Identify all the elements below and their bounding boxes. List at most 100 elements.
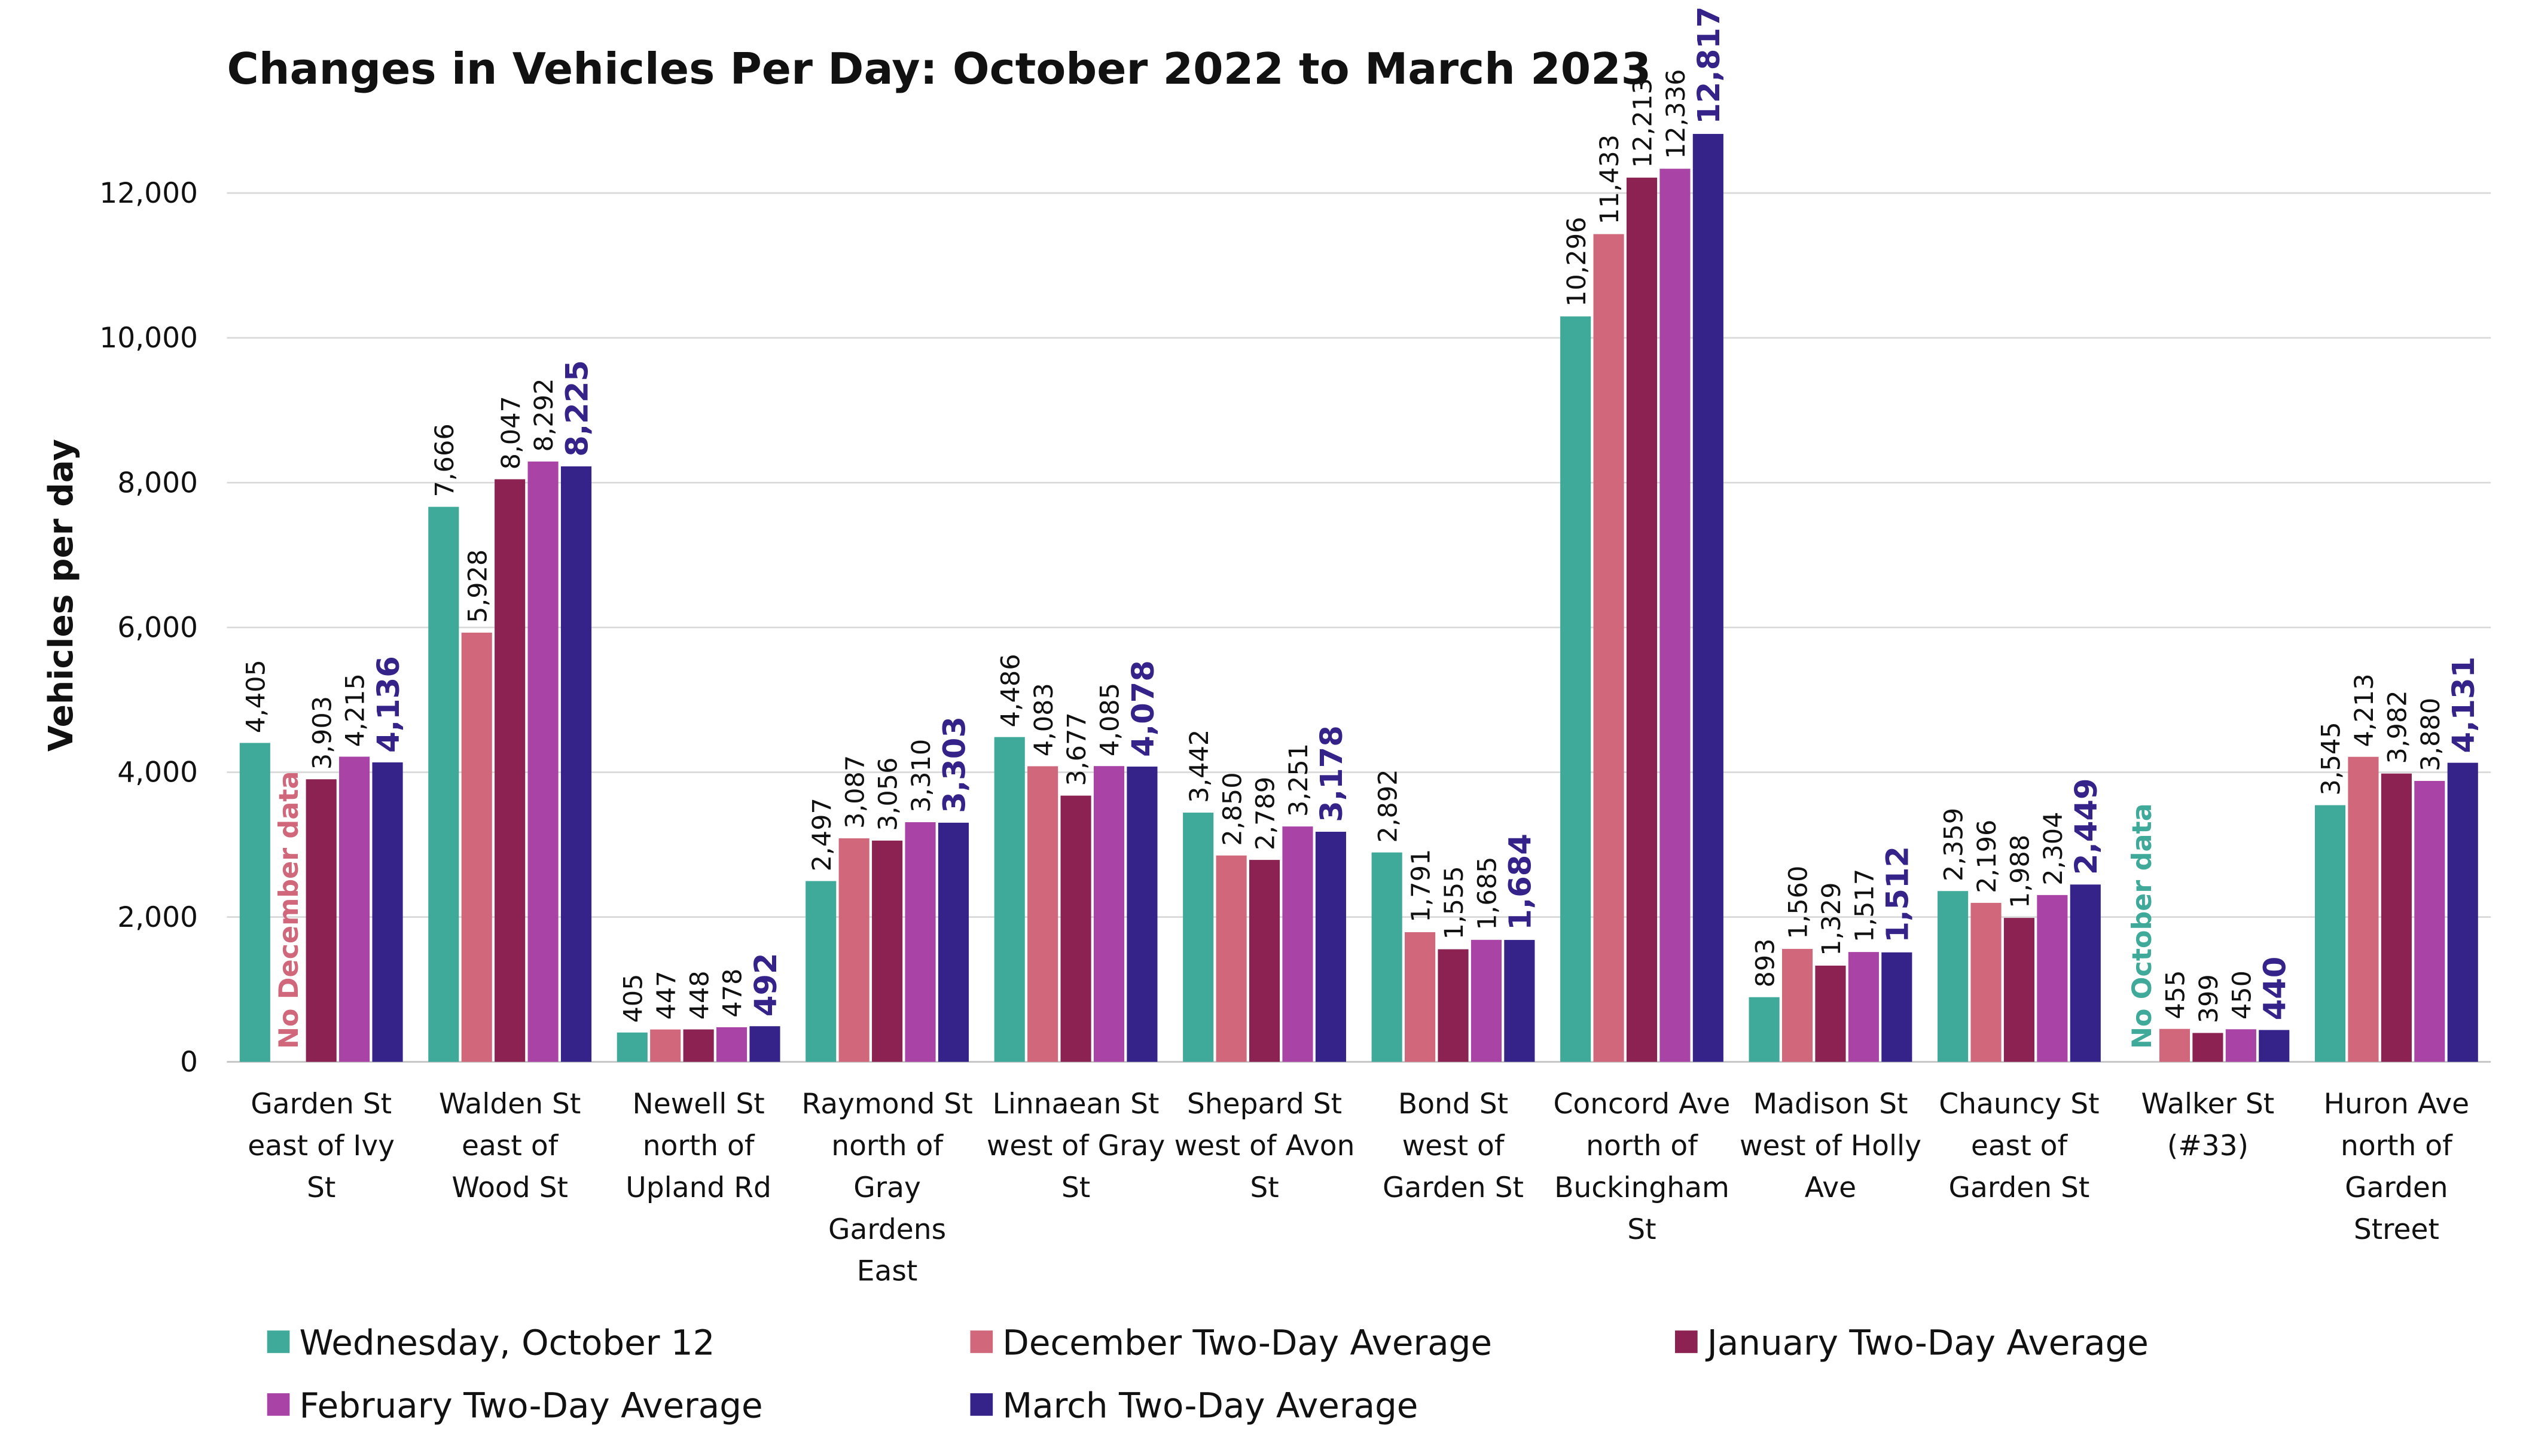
- bar: [1249, 860, 1280, 1062]
- bar: [938, 822, 969, 1062]
- bar: [495, 479, 526, 1062]
- x-tick-label: Walker St (#33): [2141, 1089, 2275, 1164]
- value-label: 3,903: [307, 696, 337, 770]
- bar: [806, 881, 837, 1062]
- value-label: 893: [1750, 938, 1780, 987]
- value-label: 3,310: [907, 739, 936, 813]
- x-tick-label: Raymond St north of Gray Gardens East: [801, 1089, 973, 1289]
- value-label: 5,928: [463, 550, 493, 623]
- bar: [1815, 965, 1846, 1062]
- x-tick-label: Bond St west of Garden St: [1383, 1089, 1524, 1205]
- value-label: 440: [2258, 957, 2293, 1021]
- bar: [461, 633, 492, 1062]
- x-tick-label: Huron Ave north of Garden Street: [2323, 1089, 2470, 1247]
- x-tick-label-box: Bond St west of Garden St: [1383, 1089, 1524, 1205]
- value-label: 2,449: [2069, 778, 2104, 875]
- bar: [1093, 766, 1125, 1062]
- value-label: 492: [749, 953, 784, 1017]
- legend-swatch: [970, 1393, 993, 1416]
- value-label: 10,296: [1562, 216, 1592, 307]
- y-axis-label: Vehicles per day: [42, 439, 81, 752]
- bar: [1938, 891, 1969, 1062]
- value-label: 4,131: [2446, 657, 2482, 753]
- y-tick-label: 6,000: [117, 611, 198, 644]
- bar: [1127, 767, 1158, 1062]
- value-label: 4,405: [241, 660, 271, 733]
- value-label: 447: [652, 970, 682, 1019]
- value-label: 2,892: [1373, 769, 1403, 843]
- value-label: 1,560: [1784, 866, 1814, 939]
- bar: [1027, 766, 1058, 1062]
- value-label: 3,303: [937, 716, 972, 813]
- bar: [428, 506, 459, 1062]
- value-label: 4,486: [996, 654, 1026, 727]
- x-tick-label-box: Concord Ave north of Buckingham St: [1554, 1089, 1731, 1247]
- no-data-note: No October data: [2127, 803, 2158, 1049]
- value-label: 3,545: [2317, 722, 2347, 795]
- value-label: 3,677: [1062, 712, 1092, 786]
- legend-swatch: [267, 1393, 290, 1416]
- bar: [617, 1032, 648, 1062]
- bar: [1471, 939, 1502, 1062]
- value-label: 1,791: [1407, 849, 1436, 923]
- legend-swatch: [267, 1330, 290, 1353]
- x-tick-label: Chauncy St east of Garden St: [1939, 1089, 2100, 1205]
- chart-title: Changes in Vehicles Per Day: October 202…: [227, 44, 1651, 94]
- y-tick-label: 12,000: [99, 177, 198, 210]
- value-label: 3,056: [874, 757, 904, 831]
- x-tick-label: Shepard St west of Avon St: [1174, 1089, 1355, 1205]
- value-label: 8,292: [529, 378, 559, 451]
- value-label: 8,047: [496, 396, 526, 469]
- legend-label: December Two-Day Average: [1002, 1322, 1492, 1363]
- value-label: 4,085: [1096, 683, 1125, 756]
- value-label: 1,517: [1850, 869, 1880, 942]
- bar: [1781, 948, 1813, 1062]
- bar: [2314, 805, 2346, 1062]
- bar: [1659, 169, 1691, 1062]
- legend-label: Wednesday, October 12: [300, 1322, 715, 1363]
- x-tick-label-box: Madison St west of Holly Ave: [1740, 1089, 1921, 1205]
- value-label: 3,442: [1185, 729, 1215, 803]
- y-tick-label: 2,000: [117, 901, 198, 934]
- bar: [2348, 756, 2379, 1062]
- bar: [372, 762, 403, 1062]
- value-label: 2,497: [807, 798, 837, 871]
- value-label: 1,512: [1881, 846, 1916, 943]
- bar: [1183, 813, 1214, 1062]
- x-tick-label: Walden St east of Wood St: [438, 1089, 581, 1205]
- value-label: 1,329: [1817, 883, 1847, 956]
- bar: [2192, 1033, 2223, 1062]
- bar: [905, 822, 936, 1062]
- value-label: 4,078: [1126, 660, 1161, 757]
- legend-label: March Two-Day Average: [1002, 1385, 1418, 1426]
- value-label: 3,982: [2383, 690, 2413, 764]
- bar: [838, 838, 870, 1062]
- value-label: 4,136: [371, 656, 407, 753]
- bar: [560, 466, 592, 1062]
- bar: [306, 779, 337, 1062]
- legend-label: February Two-Day Average: [300, 1385, 763, 1426]
- x-tick-label: Garden St east of Ivy St: [248, 1089, 395, 1205]
- bar: [339, 756, 370, 1062]
- value-label: 2,304: [2039, 811, 2069, 885]
- bar: [650, 1029, 681, 1062]
- legend-label: January Two-Day Average: [1706, 1322, 2149, 1363]
- bar: [1848, 952, 1879, 1062]
- bar: [1749, 997, 1780, 1062]
- value-label: 3,880: [2416, 698, 2446, 771]
- value-label: 1,988: [2006, 835, 2036, 908]
- value-label: 3,178: [1314, 725, 1350, 822]
- value-label: 2,850: [1218, 772, 1247, 845]
- bar: [2225, 1029, 2256, 1062]
- bar: [2447, 762, 2478, 1062]
- value-label: 448: [685, 970, 715, 1019]
- bar: [2003, 918, 2035, 1062]
- value-label: 405: [618, 973, 648, 1022]
- y-tick-label: 0: [180, 1046, 198, 1079]
- bar: [2159, 1028, 2191, 1062]
- value-label: 12,817: [1692, 7, 1727, 124]
- bar: [1282, 826, 1313, 1062]
- value-label: 2,359: [1939, 808, 1969, 881]
- value-label: 3,251: [1284, 743, 1314, 817]
- bar: [1371, 852, 1402, 1062]
